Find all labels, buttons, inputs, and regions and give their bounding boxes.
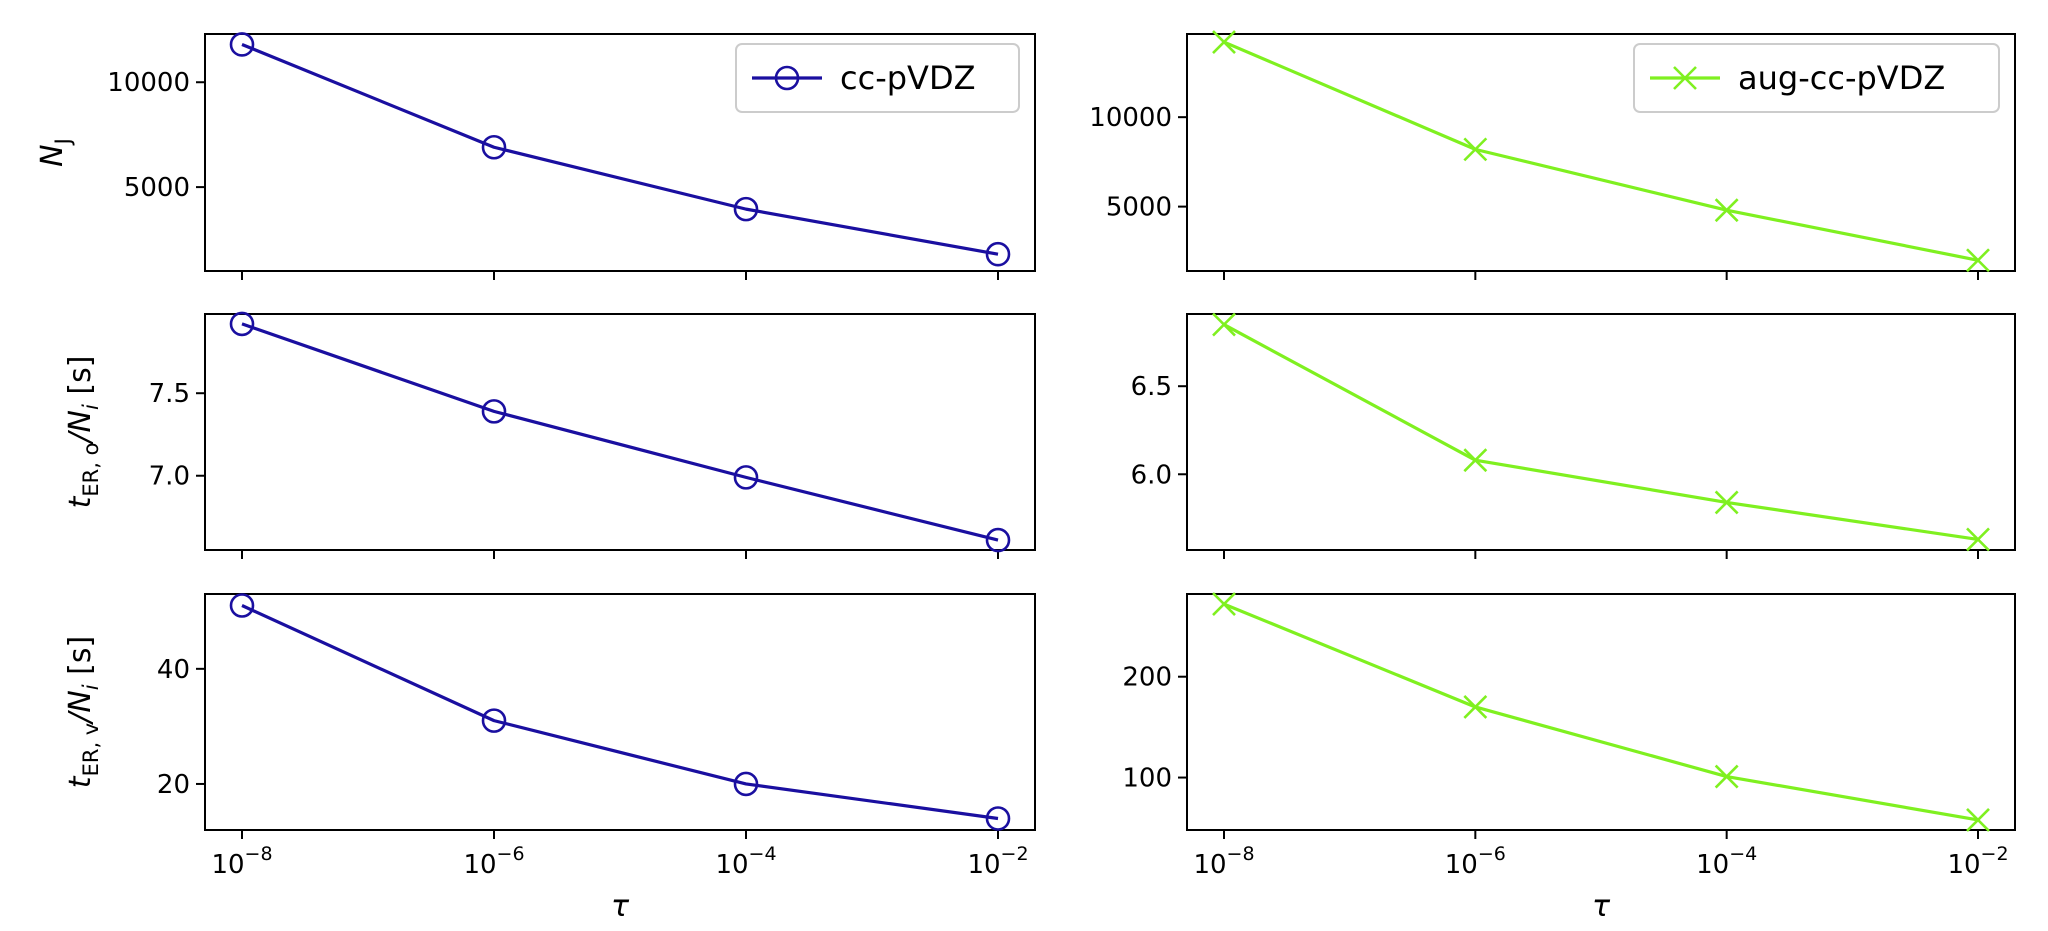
axes-frame [204, 33, 1036, 272]
data-point [1463, 695, 1488, 719]
legend-box [735, 43, 1020, 113]
legend-marker [774, 65, 800, 91]
data-point [1463, 137, 1488, 162]
x-axis-label: τ [1592, 889, 1611, 924]
marker-stroke [1714, 490, 1739, 515]
data-point [229, 593, 255, 618]
data-point [481, 399, 507, 424]
data-point [229, 32, 255, 57]
data-point [1212, 312, 1236, 337]
x-tick-label: 10−8 [211, 843, 272, 880]
data-point [481, 708, 507, 733]
data-point [1714, 198, 1739, 223]
marker-stroke [1966, 807, 1990, 832]
marker-stroke [1463, 695, 1488, 719]
panel-r2-c1: 10−8 10−6 10−4 10−2 100 200 [1122, 592, 2016, 880]
panel-r1-c0: 7.0 7.5 [149, 311, 1036, 559]
y-tick-label: 7.5 [149, 379, 190, 409]
legend: cc-pVDZ [735, 43, 1020, 113]
series-line [1223, 323, 1979, 542]
axes-frame [204, 313, 1036, 551]
y-axis-label-row0: NJ [35, 138, 75, 167]
y-tick-label: 5000 [124, 173, 190, 203]
data-point [985, 806, 1011, 831]
axes-frame [1186, 593, 2016, 831]
x-tick-label: 10−2 [967, 843, 1028, 880]
x-axis-label: τ [611, 889, 630, 924]
data-point [1966, 807, 1990, 832]
y-tick-label: 7.0 [149, 462, 190, 492]
data-point [481, 134, 507, 160]
legend-box [1633, 43, 2000, 113]
y-tick-label: 6.5 [1131, 372, 1172, 402]
data-point [733, 465, 759, 490]
marker-stroke [1714, 764, 1739, 789]
data-point [985, 241, 1011, 267]
axes-frame [1186, 313, 2016, 551]
marker-stroke [1212, 30, 1236, 54]
data-point [1212, 30, 1236, 54]
x-tick-label: 10−8 [1193, 843, 1254, 880]
data-point [985, 527, 1011, 553]
y-tick-label: 6.0 [1131, 460, 1172, 490]
x-tick-label: 10−4 [715, 843, 776, 880]
y-tick-label: 5000 [1106, 193, 1172, 223]
y-tick-label: 40 [157, 655, 190, 685]
x-tick-label: 10−2 [1947, 843, 2008, 880]
panel-r2-c0: 10−8 10−6 10−4 10−2 20 40 [157, 593, 1036, 880]
marker-stroke [1212, 592, 1236, 617]
data-point [1714, 764, 1739, 789]
marker-stroke [1966, 527, 1990, 552]
axes-frame [204, 593, 1036, 831]
x-tick-label: 10−4 [1696, 843, 1757, 880]
axes-frame [1186, 33, 2016, 272]
legend-label: aug-cc-pVDZ [1738, 59, 1945, 97]
series-line [241, 322, 999, 542]
legend-label: cc-pVDZ [840, 59, 976, 97]
y-tick-label: 200 [1122, 663, 1172, 693]
y-tick-label: 10000 [107, 68, 190, 98]
marker-stroke [1463, 137, 1488, 162]
y-axis-label-row1: tER, o/Ni [s] [63, 356, 103, 509]
legend-marker [1673, 66, 1697, 90]
panel-r0-c1: 5000 10000 aug-cc-pVDZ [1089, 30, 2016, 280]
y-tick-label: 20 [157, 770, 190, 800]
data-point [1463, 448, 1488, 473]
y-axis-label-row2: tER, v/Ni [s] [63, 636, 103, 788]
data-point [1966, 248, 1990, 273]
y-tick-label: 100 [1122, 764, 1172, 794]
data-point [1714, 490, 1739, 515]
series-line [241, 604, 999, 821]
x-tick-label: 10−6 [463, 843, 524, 880]
series-line [1223, 40, 1979, 262]
panel-r0-c0: 5000 10000 cc-pVDZ [107, 32, 1036, 280]
marker-stroke [1966, 248, 1990, 273]
series-line [1223, 602, 1979, 822]
data-point [733, 196, 759, 222]
data-point [1212, 592, 1236, 617]
data-point [229, 311, 255, 337]
x-tick-label: 10−6 [1445, 843, 1506, 880]
legend: aug-cc-pVDZ [1633, 43, 2000, 113]
series-line [241, 43, 999, 256]
marker-stroke [1714, 198, 1739, 223]
panel-r1-c1: 6.0 6.5 [1131, 312, 2016, 559]
data-point [733, 771, 759, 797]
marker-stroke [1463, 448, 1488, 473]
marker-stroke [1212, 312, 1236, 337]
data-point [1966, 527, 1990, 552]
y-tick-label: 10000 [1089, 103, 1172, 133]
